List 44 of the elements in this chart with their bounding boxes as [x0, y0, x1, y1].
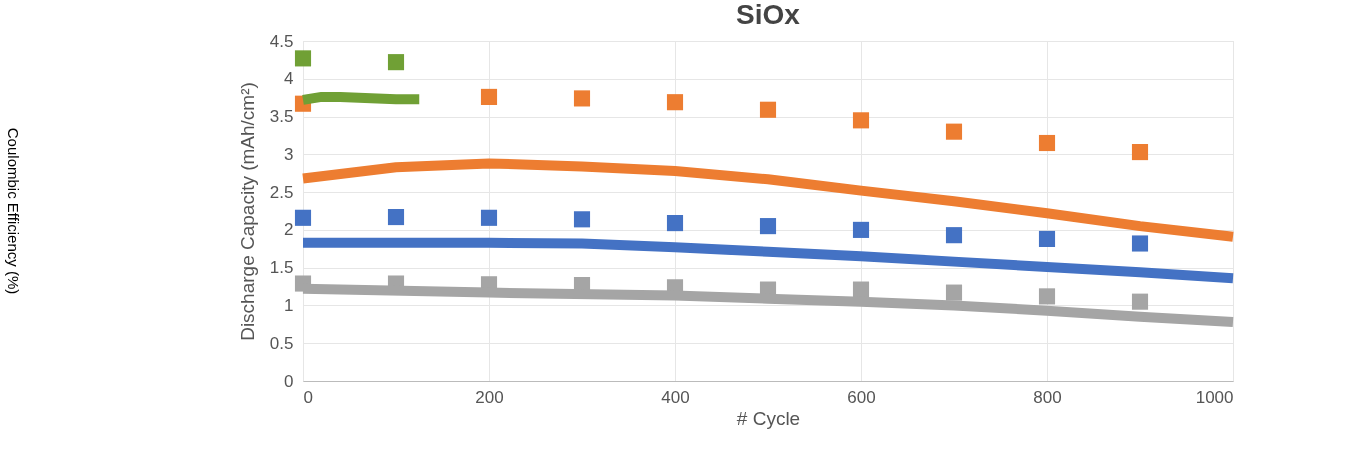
y-axis-title: Discharge Capacity (mAh/cm²) — [236, 82, 258, 341]
y-tick-label: 3 — [284, 144, 294, 164]
point — [945, 227, 963, 244]
y-tick-label: 1 — [284, 295, 294, 315]
text: Coulombic Efficiency (%) — [5, 127, 22, 295]
point — [1131, 144, 1149, 161]
point — [945, 284, 963, 301]
point — [1038, 134, 1056, 152]
point — [1038, 288, 1056, 305]
point — [573, 211, 591, 228]
x-tick-label: 400 — [661, 387, 690, 407]
point — [852, 221, 870, 238]
point — [1131, 235, 1149, 252]
y-tick-label: 2 — [284, 220, 294, 240]
point — [666, 94, 684, 111]
x-tick-label: 0 — [303, 387, 313, 407]
point — [759, 101, 777, 118]
point — [666, 215, 684, 232]
point — [852, 112, 870, 129]
y-tick-label: 1.5 — [269, 258, 294, 278]
point — [852, 281, 870, 298]
point — [480, 209, 498, 226]
x-tick-label: 800 — [1033, 387, 1062, 407]
chart-title: SiOx — [736, 0, 801, 30]
x-tick-label: 200 — [475, 387, 504, 407]
y-tick-label: 0 — [284, 371, 294, 391]
y-tick-label: 0.5 — [269, 333, 294, 353]
point — [294, 209, 312, 226]
point — [1038, 230, 1056, 248]
point — [573, 90, 591, 107]
y-tick-label: 4.5 — [269, 31, 294, 51]
point — [387, 208, 405, 226]
x-tick-label: 600 — [847, 387, 876, 407]
y-tick-label: 2.5 — [269, 182, 294, 202]
y-tick-label: 4 — [284, 69, 294, 89]
point — [945, 123, 963, 140]
x-axis-title: # Cycle — [736, 407, 801, 429]
point — [294, 50, 312, 67]
point — [759, 218, 777, 235]
x-tick-label: 1000 — [1195, 387, 1234, 407]
point — [480, 88, 498, 105]
point — [1131, 293, 1149, 310]
y-tick-label: 3.5 — [269, 107, 294, 127]
point — [387, 54, 405, 71]
